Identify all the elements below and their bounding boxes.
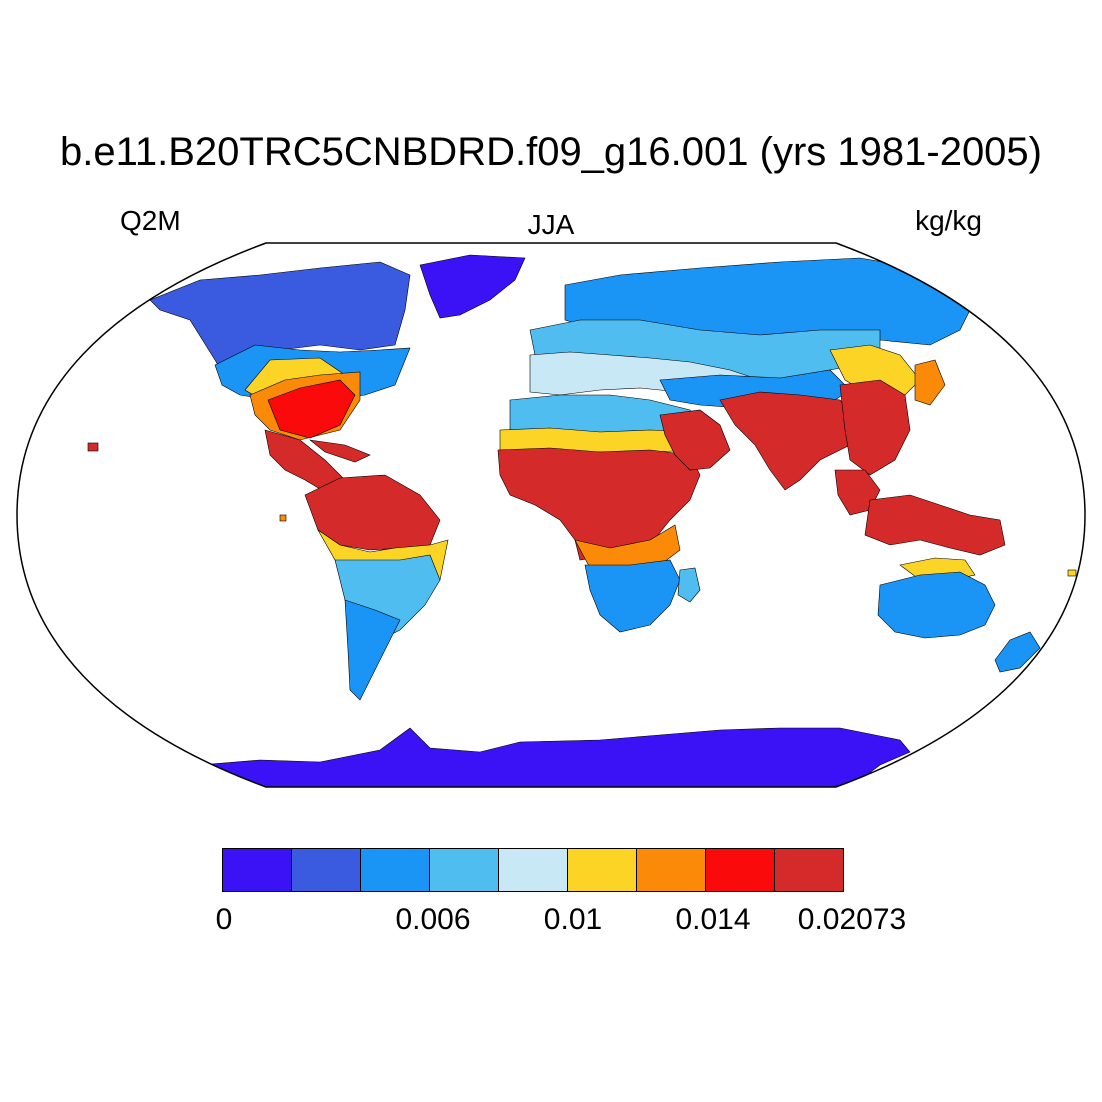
season-label: JJA — [527, 209, 575, 240]
map-outline — [16, 242, 1086, 788]
colorbar-box — [291, 848, 361, 892]
madagascar — [677, 567, 701, 603]
indonesia — [864, 494, 1006, 556]
colorbar-tick-label: 0.02073 — [797, 903, 907, 936]
colorbar-box — [636, 848, 706, 892]
colorbar-box — [360, 848, 430, 892]
japan — [914, 359, 946, 406]
colorbar-box — [498, 848, 568, 892]
greenland-region — [419, 254, 526, 319]
south-america-south — [344, 599, 401, 701]
arabia — [659, 409, 731, 471]
colorbar-tick-label: 0.014 — [675, 903, 751, 936]
plot-title: b.e11.B20TRC5CNBDRD.f09_g16.001 (yrs 198… — [59, 130, 1042, 174]
colorbar-box — [774, 848, 844, 892]
south-asia — [719, 391, 861, 491]
caribbean — [308, 439, 371, 463]
colorbar-box — [705, 848, 775, 892]
north-america-north — [149, 261, 411, 386]
antarctica — [199, 727, 911, 787]
north-america-southeast — [267, 379, 356, 439]
pacific-island — [1067, 569, 1077, 577]
galapagos-island — [279, 514, 287, 522]
colorbar-tick-label: 0 — [215, 903, 233, 936]
colorbar-box — [429, 848, 499, 892]
new-zealand — [994, 631, 1041, 673]
east-asia-yellow — [829, 344, 921, 401]
units-label: kg/kg — [915, 205, 982, 236]
colorbar-box — [222, 848, 292, 892]
variable-label: Q2M — [120, 205, 181, 236]
colorbar-box — [567, 848, 637, 892]
australia — [877, 571, 996, 639]
colorbar — [222, 848, 844, 892]
southern-africa — [584, 559, 681, 633]
colorbar-tick-label: 0.006 — [395, 903, 471, 936]
hawaii-island — [87, 442, 99, 452]
colorbar-tick-label: 0.01 — [543, 903, 603, 936]
east-asia — [839, 379, 911, 476]
map-fill-layer — [87, 254, 1077, 787]
